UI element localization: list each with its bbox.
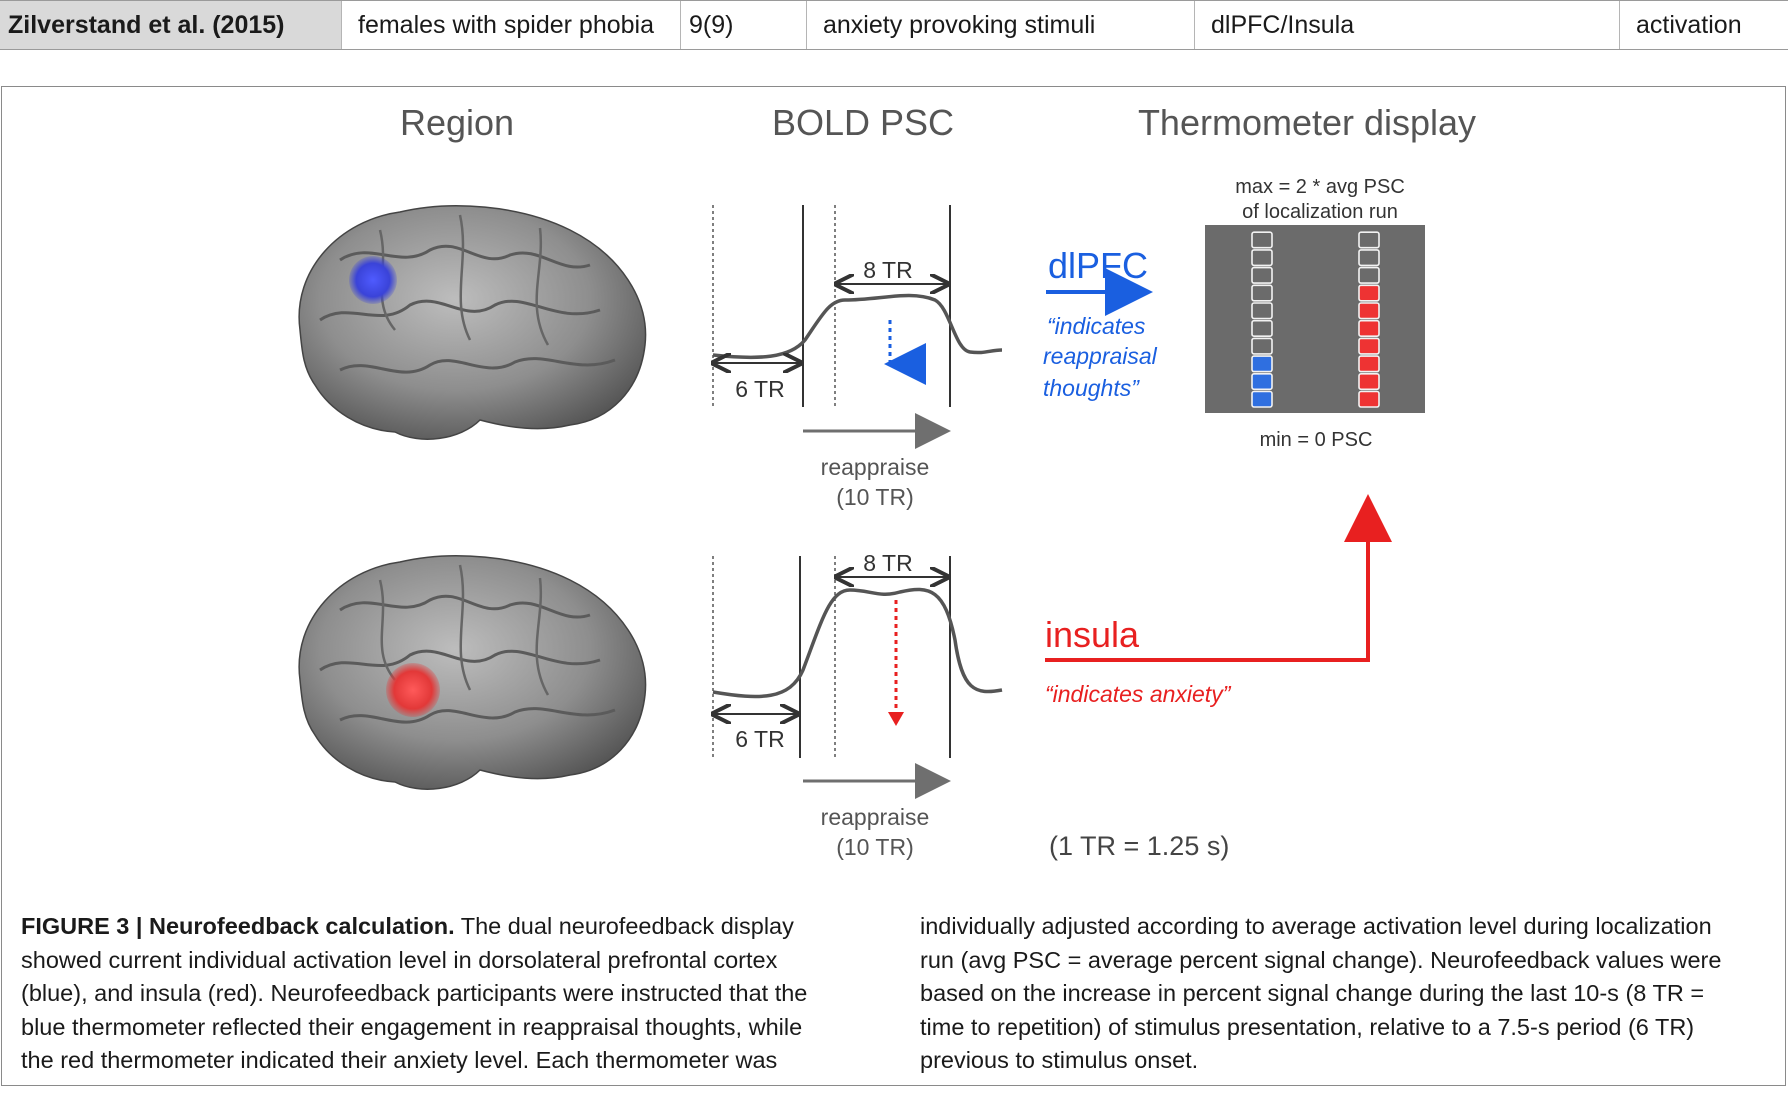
thermo-blue-segment-9 xyxy=(1251,249,1273,267)
bold-header: BOLD PSC xyxy=(772,102,954,143)
thermometer-red xyxy=(1358,231,1380,408)
thermo-red-segment-4 xyxy=(1358,337,1380,355)
bottom-8tr-label: 8 TR xyxy=(863,550,912,576)
top-reappraise-duration: (10 TR) xyxy=(836,484,914,510)
dlpfc-label: dlPFC xyxy=(1048,245,1148,286)
thermo-red-segment-6 xyxy=(1358,302,1380,320)
population-cell: females with spider phobia xyxy=(342,1,681,49)
dlpfc-blob xyxy=(349,256,397,304)
thermo-header: Thermometer display xyxy=(1138,102,1476,143)
direction-cell: activation xyxy=(1636,11,1742,39)
thermo-red-segment-9 xyxy=(1358,249,1380,267)
thermo-blue-segment-2 xyxy=(1251,372,1273,391)
caption-left-text: The dual neurofeedback display showed cu… xyxy=(21,913,808,1073)
top-6tr-label: 6 TR xyxy=(735,376,784,402)
thermo-blue-segment-7 xyxy=(1251,284,1273,302)
thermo-blue-segment-6 xyxy=(1251,302,1273,320)
caption-label: FIGURE 3 | Neurofeedback calculation. xyxy=(21,913,455,939)
thermo-blue-segment-8 xyxy=(1251,266,1273,284)
thermo-red-segment-7 xyxy=(1358,284,1380,302)
dlpfc-desc-1: “indicates xyxy=(1047,313,1146,339)
bottom-6tr-label: 6 TR xyxy=(735,726,784,752)
brain-bottom-image xyxy=(298,555,647,790)
insula-blob xyxy=(386,663,440,717)
tr-note: (1 TR = 1.25 s) xyxy=(1049,831,1229,861)
thermo-max-line2: of localization run xyxy=(1242,201,1398,223)
thermo-red-segment-3 xyxy=(1358,355,1380,373)
top-8tr-label: 8 TR xyxy=(863,257,912,283)
table-row: Zilverstand et al. (2015) females with s… xyxy=(0,0,1788,50)
region-header: Region xyxy=(400,102,514,143)
n-cell: 9(9) xyxy=(681,1,807,49)
top-reappraise-label: reappraise xyxy=(821,454,930,480)
thermo-red-segment-10 xyxy=(1358,231,1380,249)
figure-frame xyxy=(1,86,1786,1086)
study-cell: Zilverstand et al. (2015) xyxy=(0,1,342,49)
thermo-blue-segment-4 xyxy=(1251,337,1273,355)
caption-right: individually adjusted according to avera… xyxy=(920,913,1722,1073)
thermo-max-line1: max = 2 * avg PSC xyxy=(1235,176,1405,198)
thermo-blue-segment-1 xyxy=(1251,390,1273,408)
thermo-blue-segment-10 xyxy=(1251,231,1273,249)
insula-label: insula xyxy=(1045,614,1140,655)
thermo-red-segment-1 xyxy=(1358,390,1380,408)
insula-desc: “indicates anxiety” xyxy=(1045,681,1232,707)
thermo-min-label: min = 0 PSC xyxy=(1260,429,1373,451)
neurofeedback-figure: Region BOLD PSC Thermometer display 8 TR… xyxy=(298,102,1476,861)
thermo-red-segment-2 xyxy=(1358,372,1380,391)
thermo-blue-segment-5 xyxy=(1251,319,1273,338)
thermometer-blue xyxy=(1251,231,1273,408)
bottom-reappraise-duration: (10 TR) xyxy=(836,834,914,860)
region-cell: dlPFC/Insula xyxy=(1195,1,1620,49)
insula-arrow xyxy=(1045,494,1392,662)
caption-left: FIGURE 3 | Neurofeedback calculation. Th… xyxy=(21,910,841,1078)
thermo-blue-segment-3 xyxy=(1251,355,1273,373)
bold-plot-bottom: 8 TR 6 TR reappraise (10 TR) xyxy=(713,550,1003,860)
thermo-red-segment-8 xyxy=(1358,266,1380,284)
dlpfc-desc-3: thoughts” xyxy=(1043,375,1140,401)
thermo-red-segment-5 xyxy=(1358,319,1380,338)
thermo-panel xyxy=(1205,225,1425,413)
bottom-reappraise-label: reappraise xyxy=(821,804,930,830)
brain-top-image xyxy=(298,205,647,440)
bold-plot-top: 8 TR 6 TR reappraise (10 TR) xyxy=(713,205,1003,510)
stimuli-cell: anxiety provoking stimuli xyxy=(807,1,1195,49)
dlpfc-desc-2: reappraisal xyxy=(1043,343,1158,369)
